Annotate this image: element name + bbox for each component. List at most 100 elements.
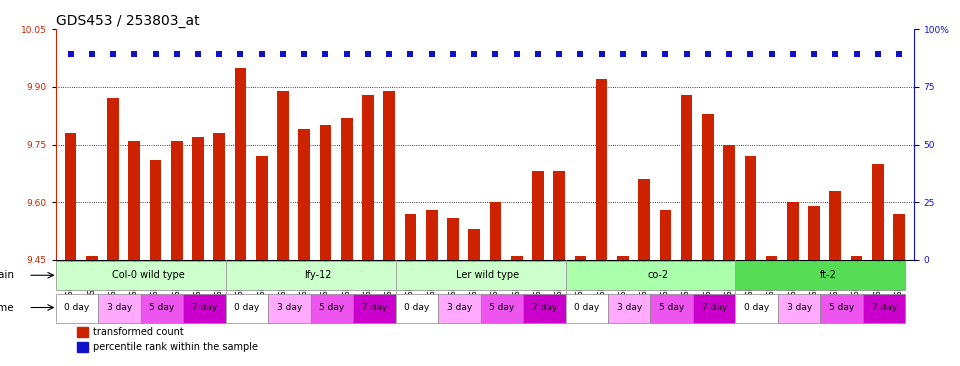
Bar xyxy=(256,156,268,260)
Text: strain: strain xyxy=(0,270,14,280)
Bar xyxy=(171,141,182,260)
Point xyxy=(445,51,461,57)
Point xyxy=(700,51,715,57)
Text: transformed count: transformed count xyxy=(92,327,183,337)
Text: 5 day: 5 day xyxy=(490,303,515,312)
Bar xyxy=(787,202,799,260)
FancyBboxPatch shape xyxy=(268,294,311,323)
Point xyxy=(551,51,566,57)
FancyBboxPatch shape xyxy=(353,294,396,323)
Bar xyxy=(808,206,820,260)
Point xyxy=(892,51,907,57)
FancyBboxPatch shape xyxy=(311,294,353,323)
Point xyxy=(594,51,610,57)
Text: 5 day: 5 day xyxy=(829,303,854,312)
Bar xyxy=(383,91,396,260)
Bar xyxy=(86,256,98,260)
Point xyxy=(806,51,822,57)
Bar xyxy=(829,191,841,260)
Bar xyxy=(766,256,778,260)
Bar xyxy=(745,156,756,260)
Point xyxy=(721,51,736,57)
Text: ft-2: ft-2 xyxy=(820,270,836,280)
Point xyxy=(62,51,78,57)
Point xyxy=(509,51,524,57)
FancyBboxPatch shape xyxy=(56,261,226,290)
Bar xyxy=(660,210,671,260)
Bar xyxy=(277,91,289,260)
Point xyxy=(764,51,780,57)
Point xyxy=(785,51,801,57)
FancyBboxPatch shape xyxy=(778,294,821,323)
Text: time: time xyxy=(0,303,14,313)
Point xyxy=(636,51,652,57)
Point xyxy=(403,51,419,57)
Text: 0 day: 0 day xyxy=(744,303,769,312)
Point xyxy=(127,51,142,57)
Point xyxy=(318,51,333,57)
Bar xyxy=(851,256,862,260)
FancyBboxPatch shape xyxy=(735,294,778,323)
Bar xyxy=(213,133,225,260)
Bar xyxy=(404,214,417,260)
Text: 3 day: 3 day xyxy=(786,303,812,312)
Bar xyxy=(702,114,713,260)
Bar xyxy=(553,171,565,260)
Bar xyxy=(320,125,331,260)
Point xyxy=(488,51,503,57)
FancyBboxPatch shape xyxy=(141,294,183,323)
Point xyxy=(658,51,673,57)
Text: 7 day: 7 day xyxy=(532,303,557,312)
Text: percentile rank within the sample: percentile rank within the sample xyxy=(92,342,257,352)
FancyBboxPatch shape xyxy=(438,294,481,323)
Point xyxy=(679,51,694,57)
FancyBboxPatch shape xyxy=(396,261,565,290)
FancyBboxPatch shape xyxy=(481,294,523,323)
Bar xyxy=(574,256,587,260)
Text: 3 day: 3 day xyxy=(446,303,472,312)
Bar xyxy=(108,98,119,260)
Bar xyxy=(64,133,77,260)
Bar xyxy=(447,217,459,260)
Bar xyxy=(468,229,480,260)
Bar xyxy=(596,79,608,260)
Text: co-2: co-2 xyxy=(647,270,668,280)
FancyBboxPatch shape xyxy=(735,261,905,290)
Text: 7 day: 7 day xyxy=(362,303,387,312)
Bar xyxy=(511,256,522,260)
Point xyxy=(169,51,184,57)
Bar xyxy=(192,137,204,260)
Text: 0 day: 0 day xyxy=(404,303,429,312)
Text: 3 day: 3 day xyxy=(616,303,642,312)
FancyBboxPatch shape xyxy=(523,294,565,323)
Bar xyxy=(129,141,140,260)
Bar xyxy=(723,145,735,260)
Text: 3 day: 3 day xyxy=(276,303,302,312)
Point xyxy=(297,51,312,57)
Text: GDS453 / 253803_at: GDS453 / 253803_at xyxy=(56,14,200,28)
Point xyxy=(233,51,249,57)
FancyBboxPatch shape xyxy=(821,294,863,323)
FancyBboxPatch shape xyxy=(651,294,693,323)
Text: 0 day: 0 day xyxy=(234,303,259,312)
Bar xyxy=(77,327,88,337)
Point xyxy=(254,51,270,57)
Bar xyxy=(872,164,883,260)
Text: lfy-12: lfy-12 xyxy=(304,270,332,280)
Point xyxy=(743,51,758,57)
Point xyxy=(339,51,354,57)
Text: 7 day: 7 day xyxy=(872,303,897,312)
Bar xyxy=(490,202,501,260)
Point xyxy=(84,51,100,57)
Point xyxy=(870,51,885,57)
Bar xyxy=(426,210,438,260)
Point xyxy=(828,51,843,57)
FancyBboxPatch shape xyxy=(608,294,651,323)
Bar xyxy=(341,117,352,260)
Bar xyxy=(681,94,692,260)
FancyBboxPatch shape xyxy=(56,294,98,323)
Point xyxy=(381,51,396,57)
Bar xyxy=(532,171,543,260)
FancyBboxPatch shape xyxy=(226,261,396,290)
Text: 5 day: 5 day xyxy=(660,303,684,312)
